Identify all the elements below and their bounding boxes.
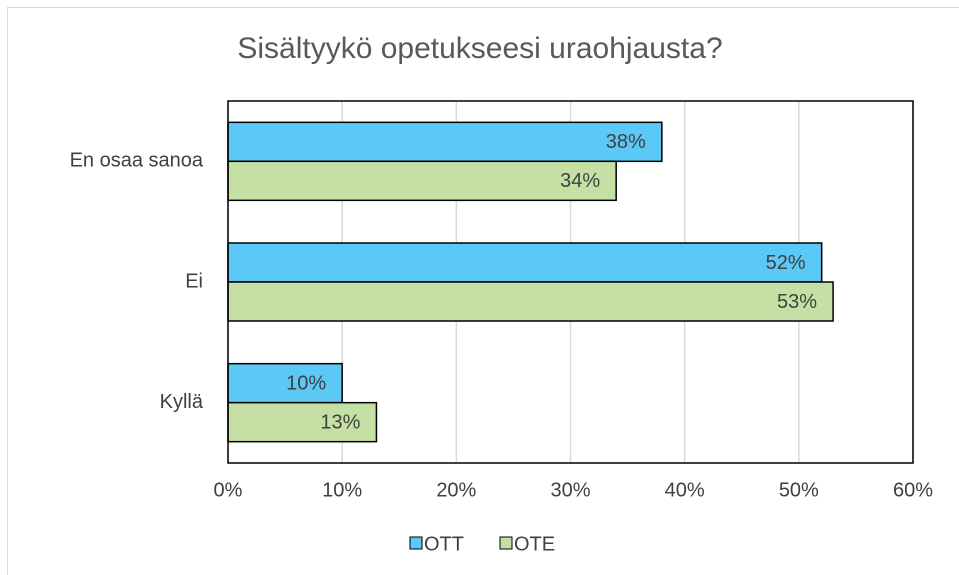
chart-frame [7,7,959,575]
y-tick-label: Ei [185,270,203,292]
y-tick-label: Kyllä [160,391,204,413]
legend-label: OTE [514,533,555,555]
x-tick-label: 10% [322,479,362,501]
legend-swatch [409,536,423,550]
plot-frame [227,100,914,464]
legend-swatch [499,536,513,550]
data-label: 53% [777,291,817,313]
bar [227,362,343,404]
data-label: 13% [320,411,360,433]
bar [227,242,823,283]
bar [227,121,663,163]
data-label: 34% [560,170,600,192]
y-tick-label: En osaa sanoa [70,150,204,172]
x-tick-label: 40% [665,479,705,501]
bar [227,401,378,443]
x-tick-label: 60% [893,479,933,501]
x-tick-label: 50% [779,479,819,501]
legend-label: OTT [424,533,464,555]
x-tick-label: 20% [436,479,476,501]
data-label: 52% [766,252,806,274]
bar [227,160,617,202]
bar [227,281,834,322]
chart-title: Sisältyykö opetukseesi uraohjausta? [237,32,722,65]
data-label: 38% [606,131,646,153]
data-label: 10% [286,372,326,394]
x-tick-label: 0% [214,479,243,501]
x-tick-label: 30% [550,479,590,501]
